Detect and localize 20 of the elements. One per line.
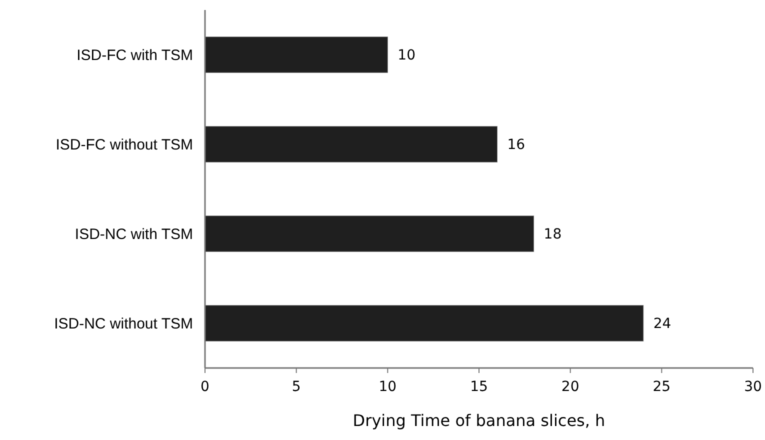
data-label: 18 — [544, 226, 562, 243]
y-tick-label: ISD-NC with TSM — [74, 226, 193, 243]
data-label: 16 — [507, 137, 526, 154]
y-tick-label: ISD-NC without TSM — [54, 316, 193, 332]
y-tick-label: ISD-FC with TSM — [76, 47, 193, 64]
bar — [204, 126, 498, 162]
x-tick-label: 5 — [292, 379, 301, 395]
x-tick-label: 20 — [561, 379, 580, 395]
data-label: 10 — [398, 48, 416, 64]
data-label: 24 — [653, 316, 672, 332]
x-tick-label: 30 — [744, 379, 762, 395]
x-axis-title: Drying Time of banana slices, h — [352, 411, 606, 430]
x-tick-label: 0 — [200, 379, 210, 395]
bar — [204, 216, 534, 252]
x-tick-label: 15 — [470, 379, 488, 395]
bar — [204, 305, 644, 342]
bar — [204, 36, 388, 73]
x-tick-label: 10 — [378, 379, 397, 395]
x-tick-label: 25 — [652, 379, 671, 395]
y-tick-label: ISD-FC without TSM — [56, 136, 193, 154]
